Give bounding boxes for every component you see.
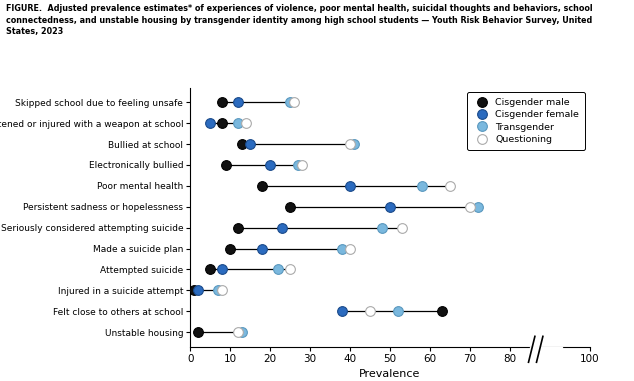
Legend: Cisgender male, Cisgender female, Transgender, Questioning: Cisgender male, Cisgender female, Transg… [467, 92, 585, 150]
Text: FIGURE.  Adjusted prevalence estimates* of experiences of violence, poor mental : FIGURE. Adjusted prevalence estimates* o… [6, 4, 593, 37]
X-axis label: Prevalence: Prevalence [359, 369, 420, 379]
Bar [529, 347, 562, 367]
